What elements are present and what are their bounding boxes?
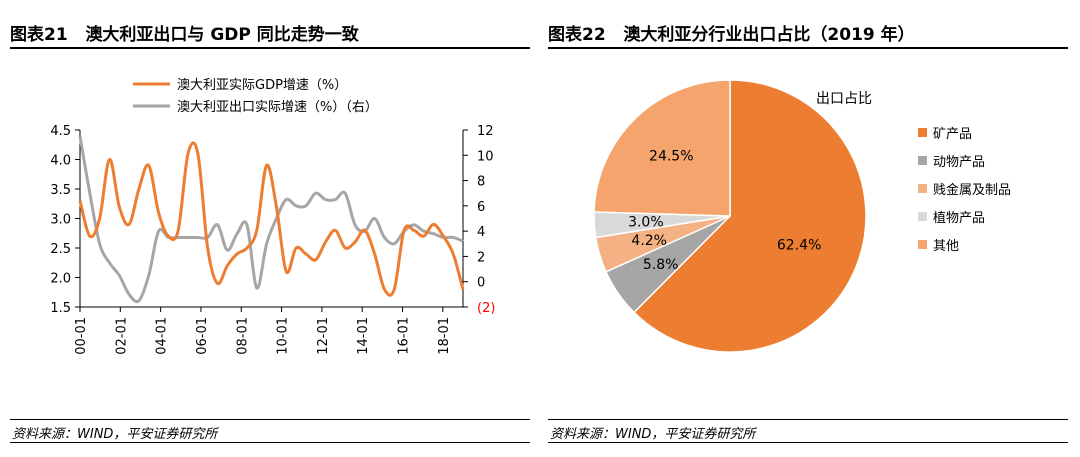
line-chart-series [78,136,465,304]
x-axis-ticks: 00-01 02-01 04-01 06-01 08-01 10-01 12-01 14-01… [74,307,452,355]
pie-legend-swatch [918,128,927,137]
pie-data-label: 62.4% [777,238,821,254]
x-axis-tick-label: 08-01 [235,317,250,355]
left-axis-ticks: 4.5 4.0 3.5 3.0 2.5 2.0 1.5 [50,124,80,316]
right-axis-tick-label: 0 [477,276,485,291]
pie-data-label: 24.5% [649,148,693,164]
right-axis-tick-label: 8 [477,175,485,190]
right-source-rule-bottom [548,442,1068,443]
left-title-number: 图表21 [10,25,68,45]
right-panel: 图表22 澳大利亚分行业出口占比（2019 年） 出口占比 62.4% 5.8% 4… [548,0,1068,457]
left-panel-title: 图表21 澳大利亚出口与 GDP 同比走势一致 [10,20,359,45]
right-title-number: 图表22 [548,25,606,45]
left-axis-tick-label: 4.5 [50,124,71,139]
x-axis-tick-label: 02-01 [114,317,129,355]
right-axis-tick-label: (2) [477,301,495,316]
slice-mineral [632,79,867,353]
left-axis-tick-label: 3.5 [50,183,71,198]
slice-other [593,79,731,217]
legend-label-gdp: 澳大利亚实际GDP增速（%） [177,77,347,93]
left-axis-tick-label: 1.5 [50,301,71,316]
x-axis-tick-label: 18-01 [437,317,452,355]
left-source-note: 资料来源：WIND，平安证券研究所 [12,427,218,442]
pie-legend-swatch [918,184,927,193]
left-axis-tick-label: 3.0 [50,213,71,228]
pie-data-label: 4.2% [631,233,667,249]
right-title-text: 澳大利亚分行业出口占比（2019 年） [623,25,915,45]
x-axis-tick-label: 14-01 [356,317,371,355]
right-axis-tick-label: 6 [477,200,485,215]
left-panel: 图表21 澳大利亚出口与 GDP 同比走势一致 澳大利亚实际GDP增速（%） 澳… [10,0,530,457]
x-axis-tick-label: 12-01 [316,317,331,355]
left-source-rule-bottom [10,442,530,443]
pie-chart-title: 出口占比 [816,91,872,107]
left-title-rule [10,47,530,49]
right-source-rule-top [548,419,1068,420]
right-axis-ticks: 12 10 8 6 4 2 0 (2) [463,124,495,316]
series-line-export [78,136,464,304]
left-title-text: 澳大利亚出口与 GDP 同比走势一致 [85,25,359,45]
left-source-rule-top [10,419,530,420]
pie-legend-swatch [918,156,927,165]
right-axis-tick-label: 12 [477,124,494,139]
left-axis-tick-label: 2.5 [50,242,71,257]
right-source-note: 资料来源：WIND，平安证券研究所 [550,427,756,442]
pie-legend-label: 植物产品 [933,211,985,226]
right-axis-tick-label: 10 [477,149,494,164]
right-axis-tick-label: 4 [477,225,485,240]
left-axis-tick-label: 4.0 [50,154,71,169]
line-chart-legend: 澳大利亚实际GDP增速（%） 澳大利亚出口实际增速（%）（右） [133,77,378,115]
x-axis-tick-label: 04-01 [155,317,170,355]
pie-slices [593,79,867,353]
line-chart-axes [79,130,464,308]
right-axis-tick-label: 2 [477,250,485,265]
pie-chart: 出口占比 62.4% 5.8% 4.2% 3.0% 24.5% 矿产品动物产品贱金属及制… [593,79,1011,353]
pie-legend-swatch [918,212,927,221]
x-axis-tick-label: 10-01 [276,317,291,355]
series-line-gdp [78,141,465,297]
pie-legend-label: 贱金属及制品 [933,182,1011,198]
pie-data-labels: 62.4% 5.8% 4.2% 3.0% 24.5% [628,148,821,272]
pie-data-label: 3.0% [628,214,664,230]
x-axis-tick-label: 06-01 [195,317,210,355]
right-title-rule [548,47,1068,49]
pie-legend-label: 其他 [933,239,959,254]
x-axis-tick-label: 16-01 [397,317,412,355]
pie-legend-label: 矿产品 [933,127,972,142]
pie-data-label: 5.8% [643,257,679,273]
pie-legend-label: 动物产品 [933,155,985,170]
legend-label-export: 澳大利亚出口实际增速（%）（右） [177,99,378,115]
line-chart: 澳大利亚实际GDP增速（%） 澳大利亚出口实际增速（%）（右） 4.5 4.0 3.… [50,77,495,355]
x-axis-tick-label: 00-01 [74,317,89,355]
left-axis-tick-label: 2.0 [50,272,71,287]
pie-legend-swatch [918,240,927,249]
right-panel-title: 图表22 澳大利亚分行业出口占比（2019 年） [548,20,915,45]
